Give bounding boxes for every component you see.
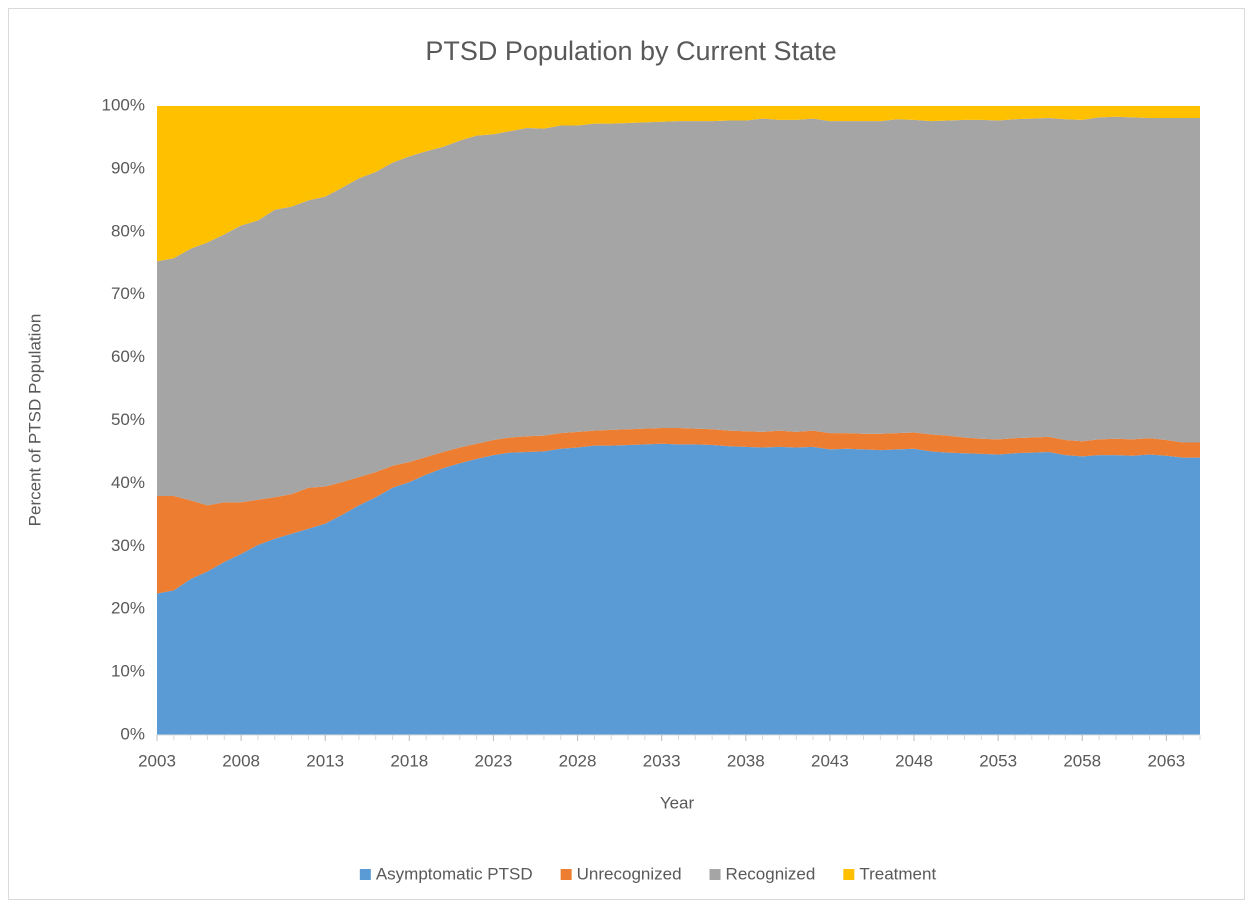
legend-label: Asymptomatic PTSD — [376, 864, 533, 883]
x-tick-label: 2023 — [475, 751, 513, 770]
area — [157, 116, 1200, 506]
x-tick-label: 2013 — [306, 751, 344, 770]
x-tick-label: 2043 — [811, 751, 849, 770]
y-tick-label: 50% — [111, 410, 145, 429]
y-tick-label: 30% — [111, 536, 145, 555]
legend-label: Recognized — [726, 864, 816, 883]
x-tick-label: 2058 — [1063, 751, 1101, 770]
y-tick-label: 40% — [111, 473, 145, 492]
y-axis-title: Percent of PTSD Population — [25, 314, 44, 527]
x-tick-label: 2033 — [643, 751, 681, 770]
y-tick-label: 90% — [111, 158, 145, 177]
x-tick-label: 2053 — [979, 751, 1017, 770]
y-tick-label: 10% — [111, 662, 145, 681]
x-tick-label: 2028 — [559, 751, 597, 770]
legend-swatch — [359, 869, 371, 880]
area — [157, 428, 1200, 594]
y-tick-label: 0% — [120, 724, 145, 743]
legend-label: Treatment — [859, 864, 936, 883]
area — [157, 443, 1200, 735]
x-tick-label: 2018 — [390, 751, 428, 770]
area — [157, 106, 1200, 262]
x-tick-label: 2048 — [895, 751, 933, 770]
legend-label: Unrecognized — [577, 864, 682, 883]
x-tick-label: 2003 — [138, 751, 176, 770]
x-tick-label: 2063 — [1147, 751, 1185, 770]
legend-swatch — [560, 869, 572, 880]
y-tick-label: 20% — [111, 599, 145, 618]
legend-swatch — [843, 869, 855, 880]
y-tick-label: 100% — [102, 95, 145, 114]
x-axis-title: Year — [660, 793, 695, 812]
chart-title: PTSD Population by Current State — [425, 36, 836, 66]
y-tick-label: 60% — [111, 347, 145, 366]
x-tick-label: 2038 — [727, 751, 765, 770]
legend-swatch — [709, 869, 721, 880]
y-tick-label: 70% — [111, 284, 145, 303]
y-tick-label: 80% — [111, 221, 145, 240]
x-tick-label: 2008 — [222, 751, 260, 770]
